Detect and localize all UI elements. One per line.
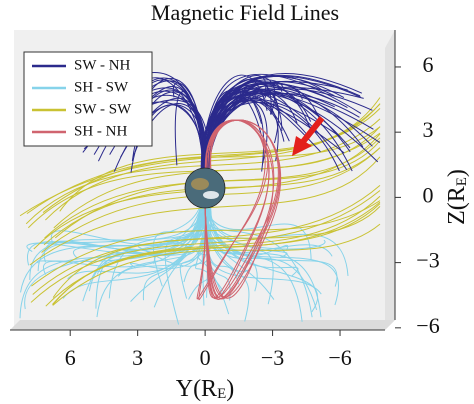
field-line-sh-sw: [50, 205, 207, 246]
x-tick-label: −3: [261, 345, 284, 370]
y-axis-label: Z(RE): [444, 169, 471, 225]
legend: SW - NH SH - SW SW - SW SH - NH: [23, 51, 153, 147]
x-axis-label: Y(RE): [176, 376, 235, 403]
legend-label: SW - NH: [74, 57, 131, 73]
field-line-sh-sw: [210, 205, 319, 313]
field-lines: [19, 72, 381, 325]
y-tick-label: −6: [416, 313, 439, 338]
y-tick-label: 6: [423, 52, 434, 77]
field-line-sw-nh: [204, 86, 364, 171]
field-line-sw-sw: [31, 200, 381, 287]
earth-land: [191, 178, 209, 190]
chart-title: Magnetic Field Lines: [151, 0, 339, 25]
y-label-sub: E: [454, 177, 470, 186]
y-tick-label: 3: [423, 117, 434, 142]
field-line-sh-sw: [29, 205, 207, 280]
legend-label: SH - NH: [74, 123, 128, 139]
field-line-sh-sw: [82, 205, 202, 302]
field-line-sw-sw: [32, 206, 381, 295]
field-line-sh-sw: [24, 205, 208, 310]
field-line-sw-sw: [52, 223, 381, 306]
legend-label: SH - SW: [74, 79, 129, 95]
x-tick-label: 3: [132, 345, 143, 370]
y-label-main: Z(R: [444, 186, 470, 225]
arrow-shaft: [299, 116, 325, 145]
field-line-sh-sw: [142, 205, 208, 301]
axes: 6 3 0 −3 −6 −6 −3 0 3 6: [10, 30, 440, 370]
field-line-sh-nh: [204, 119, 270, 299]
field-line-sh-nh: [204, 119, 281, 298]
field-line-sw-nh: [201, 100, 345, 171]
field-line-sw-sw: [45, 201, 381, 307]
field-line-sh-sw: [208, 205, 299, 277]
x-tick-label: 6: [65, 345, 76, 370]
x-label-sub: E: [217, 386, 226, 402]
field-line-sh-sw: [26, 205, 201, 252]
field-line-sw-sw: [29, 156, 381, 266]
earth: [184, 167, 226, 209]
x-tick-label: −6: [328, 345, 351, 370]
field-line-sh-sw: [199, 205, 333, 257]
legend-box: [23, 51, 153, 147]
y-label-end: ): [444, 169, 470, 177]
floor: [10, 320, 395, 330]
field-line-sw-sw: [42, 126, 381, 213]
field-line-sw-sw: [45, 103, 381, 221]
x-label-main: Y(R: [176, 376, 217, 402]
legend-label: SW - SW: [74, 101, 132, 117]
field-line-sw-nh: [208, 83, 323, 171]
earth-cloud: [203, 191, 219, 199]
field-line-sw-nh: [203, 81, 348, 171]
y-tick-label: 0: [423, 182, 434, 207]
y-tick-label: −3: [416, 248, 439, 273]
x-tick-label: 0: [200, 345, 211, 370]
arrow-head: [292, 136, 312, 156]
legend-items: SW - NH SH - SW SW - SW SH - NH: [32, 57, 132, 139]
side-wall: [385, 30, 395, 330]
x-label-end: ): [226, 376, 234, 402]
field-line-sh-sw: [206, 205, 349, 276]
field-line-sh-nh: [204, 119, 280, 300]
field-line-sh-sw: [201, 205, 288, 259]
field-line-sw-sw: [26, 103, 381, 215]
field-line-sw-sw: [30, 190, 381, 303]
